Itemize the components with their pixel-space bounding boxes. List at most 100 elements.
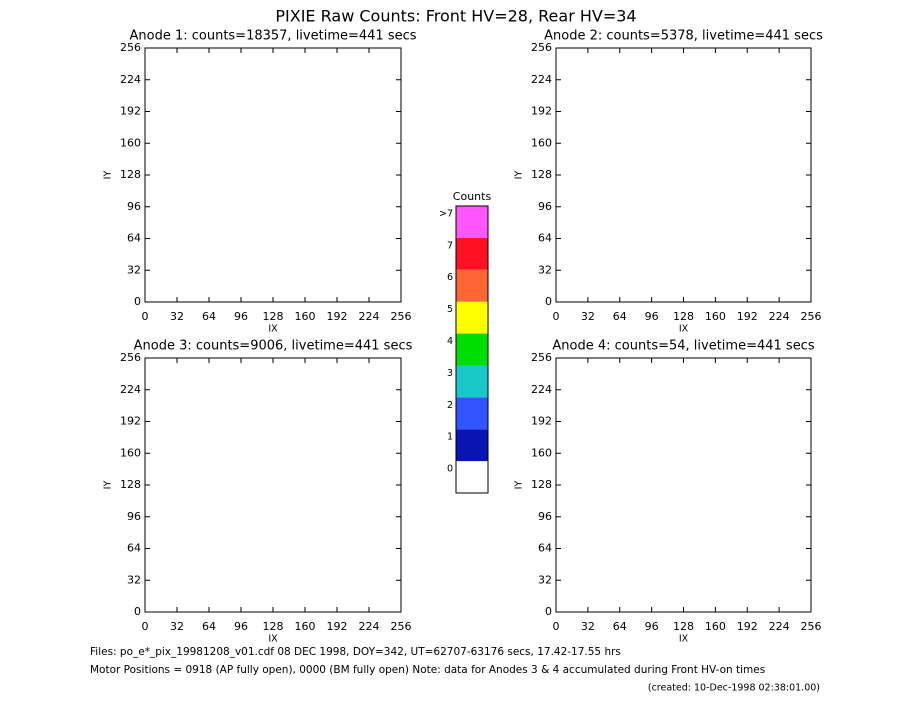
y-tick-label: 160	[531, 136, 552, 149]
colorbar-swatch	[456, 269, 488, 302]
y-tick-label: 128	[531, 478, 552, 491]
x-tick-label: 256	[391, 620, 412, 633]
y-tick-label: 192	[531, 415, 552, 428]
x-axis-label: IX	[679, 634, 689, 645]
x-tick-label: 160	[705, 620, 726, 633]
colorbar-label: 7	[447, 240, 453, 251]
panel-title: Anode 1: counts=18357, livetime=441 secs	[129, 29, 416, 44]
y-tick-label: 64	[538, 232, 552, 245]
footer-motor: Motor Positions = 0918 (AP fully open), …	[90, 664, 765, 676]
x-tick-label: 192	[737, 310, 758, 323]
figure-title: PIXIE Raw Counts: Front HV=28, Rear HV=3…	[275, 7, 636, 26]
y-tick-label: 224	[120, 73, 141, 86]
x-tick-label: 160	[295, 620, 316, 633]
y-tick-label: 32	[127, 263, 141, 276]
plot-frame	[555, 357, 812, 613]
x-tick-label: 0	[142, 310, 149, 323]
panel-title: Anode 2: counts=5378, livetime=441 secs	[544, 29, 823, 44]
y-tick-label: 224	[531, 73, 552, 86]
y-tick-label: 256	[531, 41, 552, 54]
x-tick-label: 32	[581, 620, 595, 633]
y-tick-label: 32	[538, 573, 552, 586]
x-tick-label: 224	[769, 620, 790, 633]
x-tick-label: 160	[295, 310, 316, 323]
x-tick-label: 192	[327, 620, 348, 633]
x-tick-label: 256	[391, 310, 412, 323]
y-axis-label: IY	[514, 171, 525, 180]
y-tick-label: 32	[538, 263, 552, 276]
x-tick-label: 32	[170, 310, 184, 323]
colorbar-frame	[455, 205, 489, 494]
x-tick-label: 160	[705, 310, 726, 323]
colorbar-label: 5	[447, 304, 453, 315]
y-axis-label: IY	[514, 481, 525, 490]
y-axis-label: IY	[103, 481, 114, 490]
x-tick-label: 256	[801, 620, 822, 633]
y-axis-label: IY	[103, 171, 114, 180]
y-tick-label: 160	[120, 446, 141, 459]
x-tick-label: 64	[202, 310, 216, 323]
x-tick-label: 96	[645, 620, 659, 633]
colorbar-label: 3	[447, 368, 453, 379]
x-tick-label: 128	[263, 310, 284, 323]
x-tick-label: 96	[645, 310, 659, 323]
x-tick-label: 128	[673, 310, 694, 323]
plot-frame	[555, 47, 812, 303]
colorbar-label: 4	[447, 336, 453, 347]
y-tick-label: 0	[545, 605, 552, 618]
y-tick-label: 64	[127, 232, 141, 245]
colorbar-swatch	[456, 397, 488, 430]
colorbar-swatch	[456, 429, 488, 462]
colorbar-swatch	[456, 237, 488, 270]
y-tick-label: 0	[545, 295, 552, 308]
x-tick-label: 64	[613, 310, 627, 323]
colorbar-swatch	[456, 365, 488, 398]
x-tick-label: 192	[327, 310, 348, 323]
y-tick-label: 0	[134, 295, 141, 308]
y-tick-label: 192	[120, 105, 141, 118]
colorbar-swatch	[456, 333, 488, 366]
y-tick-label: 192	[531, 105, 552, 118]
colorbar-label: 2	[447, 400, 453, 411]
x-tick-label: 128	[263, 620, 284, 633]
y-tick-label: 160	[120, 136, 141, 149]
x-tick-label: 224	[359, 620, 380, 633]
y-tick-label: 256	[531, 351, 552, 364]
x-axis-label: IX	[268, 634, 278, 645]
y-tick-label: 192	[120, 415, 141, 428]
colorbar-label: 6	[447, 272, 453, 283]
x-axis-label: IX	[679, 324, 689, 335]
x-tick-label: 0	[553, 620, 560, 633]
panel-title: Anode 3: counts=9006, livetime=441 secs	[134, 339, 413, 354]
x-tick-label: 96	[234, 620, 248, 633]
x-tick-label: 64	[613, 620, 627, 633]
y-tick-label: 160	[531, 446, 552, 459]
x-tick-label: 64	[202, 620, 216, 633]
x-axis-label: IX	[268, 324, 278, 335]
y-tick-label: 256	[120, 41, 141, 54]
plot-frame	[144, 357, 402, 613]
y-tick-label: 128	[120, 168, 141, 181]
footer-files: Files: po_e*_pix_19981208_v01.cdf 08 DEC…	[90, 646, 621, 658]
plot-frame	[144, 47, 402, 303]
y-tick-label: 64	[538, 542, 552, 555]
colorbar-label: >7	[439, 208, 453, 219]
x-tick-label: 224	[359, 310, 380, 323]
y-tick-label: 128	[120, 478, 141, 491]
y-tick-label: 224	[531, 383, 552, 396]
colorbar-swatch	[456, 461, 488, 493]
panel-title: Anode 4: counts=54, livetime=441 secs	[552, 339, 814, 354]
y-tick-label: 96	[538, 200, 552, 213]
x-tick-label: 32	[170, 620, 184, 633]
x-tick-label: 96	[234, 310, 248, 323]
x-tick-label: 256	[801, 310, 822, 323]
y-tick-label: 96	[538, 510, 552, 523]
y-tick-label: 96	[127, 200, 141, 213]
x-tick-label: 0	[553, 310, 560, 323]
colorbar-title: Counts	[453, 190, 492, 203]
colorbar-label: 1	[447, 432, 453, 443]
y-tick-label: 64	[127, 542, 141, 555]
y-tick-label: 96	[127, 510, 141, 523]
y-tick-label: 256	[120, 351, 141, 364]
